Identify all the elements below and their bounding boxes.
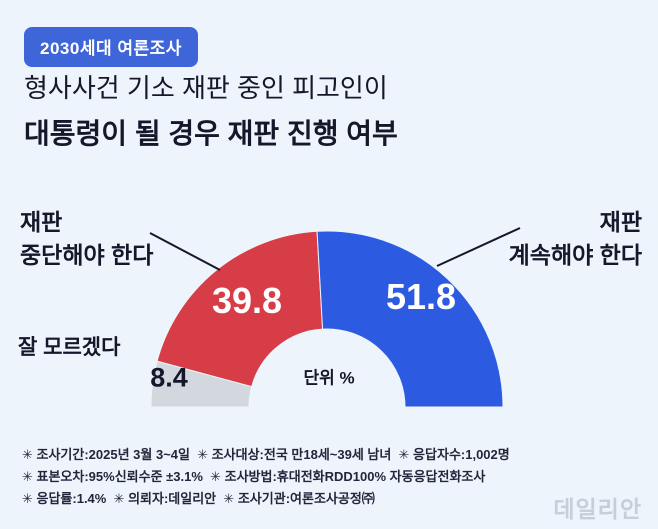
page-title: 형사사건 기소 재판 중인 피고인이 대통령이 될 경우 재판 진행 여부 bbox=[24, 68, 398, 152]
donut-segments bbox=[150, 230, 504, 408]
title-line-2: 대통령이 될 경우 재판 진행 여부 bbox=[24, 118, 398, 149]
footnote-line-3: ✳ 응답률:1.4% ✳ 의뢰자:데일리안 ✳ 조사기관:여론조사공정㈜ bbox=[22, 491, 375, 506]
callout-line-right bbox=[436, 227, 521, 267]
donut-segment-1 bbox=[156, 230, 324, 388]
title-line-1: 형사사건 기소 재판 중인 피고인이 bbox=[24, 73, 388, 103]
label-continue-trial-line2: 계속해야 한다 bbox=[508, 242, 642, 268]
label-dont-know: 잘 모르겠다 bbox=[18, 336, 121, 359]
callout-line-left bbox=[149, 232, 221, 271]
footnote-line-1: ✳ 조사기간:2025년 3월 3~4일 ✳ 조사대상:전국 만18세~39세 … bbox=[22, 447, 510, 462]
unit-label: 단위 % bbox=[303, 368, 355, 388]
label-stop-trial-line2: 중단해야 한다 bbox=[20, 242, 154, 268]
header-badge: 2030세대 여론조사 bbox=[24, 27, 198, 67]
value-stop-trial: 39.8 bbox=[211, 280, 283, 321]
label-stop-trial: 재판 중단해야 한다 bbox=[20, 206, 153, 272]
dailian-logo: 데일리안 bbox=[553, 496, 642, 522]
footnote-line-2: ✳ 표본오차:95%신뢰수준 ±3.1% ✳ 조사방법:휴대전화RDD100% … bbox=[22, 469, 486, 484]
value-dont-know: 8.4 bbox=[150, 362, 188, 393]
value-continue-trial: 51.8 bbox=[385, 276, 457, 317]
label-continue-trial: 재판 계속해야 한다 bbox=[509, 206, 642, 272]
label-stop-trial-line1: 재판 bbox=[20, 209, 63, 235]
label-continue-trial-line1: 재판 bbox=[599, 209, 642, 235]
donut-segment-2 bbox=[316, 230, 504, 408]
survey-footnotes: ✳ 조사기간:2025년 3월 3~4일 ✳ 조사대상:전국 만18세~39세 … bbox=[22, 444, 510, 510]
